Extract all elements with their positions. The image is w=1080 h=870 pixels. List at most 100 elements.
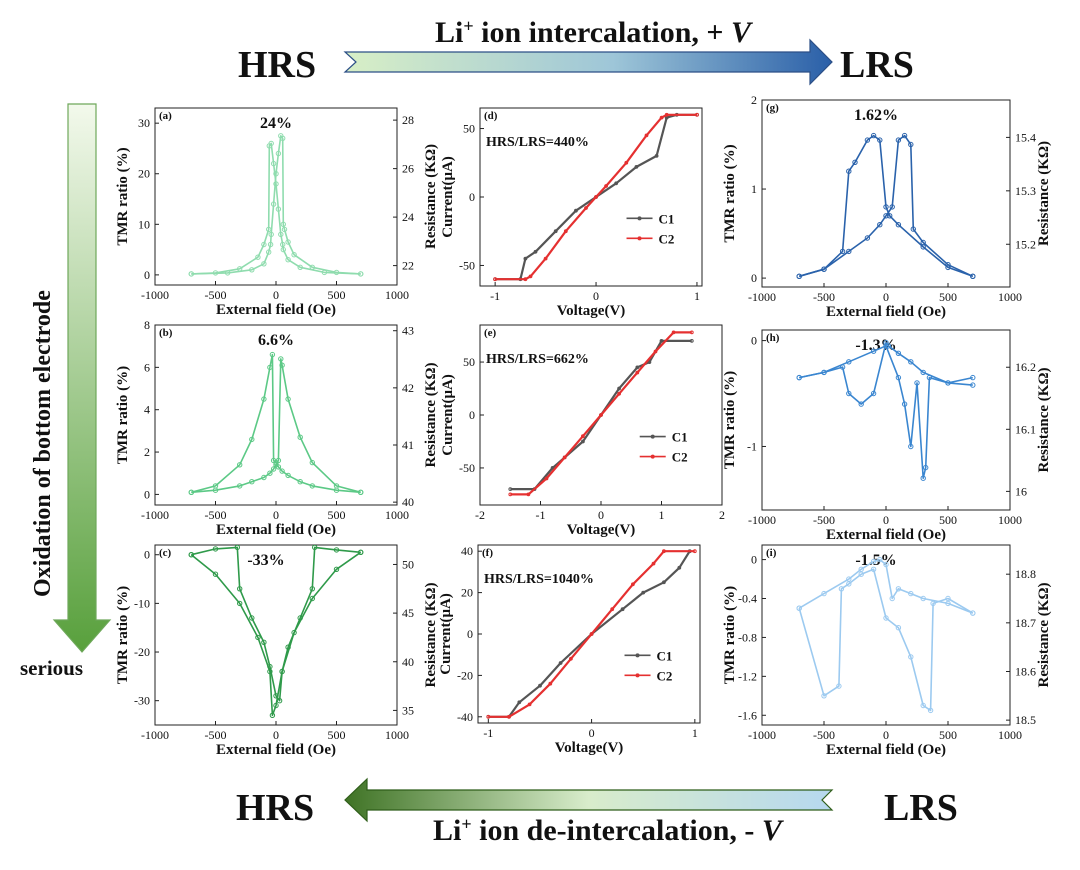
data-point	[188, 489, 195, 495]
series-line-sweep-down	[190, 546, 361, 717]
legend-label: C2	[657, 668, 673, 683]
x-tick-label: 1	[692, 726, 698, 740]
x-axis-label: External field (Oe)	[216, 742, 336, 758]
panel-c: -1000 -500 0 500 1000 0 -10 -20 -30 35 40 45 50 Resis…	[115, 544, 439, 758]
x-tick-label: 2	[719, 508, 725, 522]
data-point	[278, 356, 284, 362]
x-tick-label: -1000	[141, 508, 169, 522]
data-point	[276, 698, 283, 704]
x-axis-label: Voltage(V)	[555, 740, 624, 756]
data-point	[895, 350, 902, 356]
data-point	[255, 634, 261, 641]
y2-axis-label: Resistance (KΩ)	[423, 144, 439, 249]
data-point	[877, 222, 883, 228]
plot-frame	[761, 544, 1011, 726]
x-tick-label: -1000	[141, 288, 169, 302]
x-tick-label: 1000	[385, 288, 409, 302]
data-point	[358, 489, 364, 495]
y-tick-label: -40	[457, 710, 473, 724]
y-axis-label: TMR ratio (%)	[722, 144, 738, 242]
data-point	[267, 364, 273, 371]
data-point	[528, 274, 533, 279]
x-tick-label: 500	[328, 508, 346, 522]
data-point	[558, 661, 563, 665]
data-point	[796, 273, 802, 279]
data-point	[249, 267, 255, 273]
data-point	[291, 252, 297, 258]
data-point	[641, 590, 646, 595]
top-caption-var: V	[731, 16, 754, 49]
x-tick-label: -500	[205, 288, 227, 302]
data-point	[821, 590, 827, 597]
tmr-annotation: -1.3%	[855, 337, 896, 354]
series-line-sweep-up	[798, 134, 974, 278]
data-point	[285, 396, 291, 402]
panel-letter: (i)	[766, 547, 777, 559]
y-tick-label: -1.2	[738, 669, 757, 683]
x-tick-label: 0	[598, 508, 604, 522]
ratio-annotation: HRS/LRS=440%	[486, 135, 589, 150]
y-tick-label: 2	[751, 93, 757, 107]
ratio-annotation: HRS/LRS=662%	[486, 352, 589, 367]
data-point	[970, 382, 976, 388]
data-point	[821, 266, 827, 272]
data-point	[846, 359, 852, 365]
data-point	[544, 476, 549, 481]
data-point	[945, 600, 951, 607]
series-line-sweep-up	[191, 353, 361, 494]
x-tick-label: 0	[273, 288, 279, 302]
data-point	[553, 229, 558, 234]
data-point	[268, 140, 274, 147]
data-point	[508, 487, 513, 492]
bottom-right-state: LRS	[884, 787, 958, 829]
y-tick-label: 0	[144, 548, 150, 562]
top-transition: HRS Li+ ion intercalation, + V LRS	[238, 16, 914, 86]
data-point	[889, 595, 895, 602]
y2-tick-label: 15.2	[1015, 237, 1036, 251]
bottom-transition: HRS Li+ ion de-intercalation, - V LRS	[236, 777, 958, 847]
y-tick-label: 40	[461, 544, 473, 558]
y2-tick-label: 41	[402, 438, 414, 452]
data-point	[620, 607, 625, 612]
chart-grid: -1000 -500 0 500 1000010203022242628Resistan…	[115, 93, 1052, 758]
data-point	[270, 201, 277, 207]
data-point	[858, 571, 864, 577]
series-line-sweep-up	[798, 558, 974, 614]
x-tick-label: -500	[813, 728, 835, 742]
data-point	[507, 714, 511, 719]
data-point	[920, 595, 926, 602]
y-tick-label: -0.4	[738, 592, 757, 606]
y2-tick-label: 15.4	[1015, 130, 1036, 144]
y2-tick-label: 15.3	[1015, 184, 1036, 198]
panel-letter: (b)	[159, 327, 173, 339]
data-point	[333, 487, 340, 493]
x-tick-label: 1000	[385, 728, 409, 742]
data-point	[846, 576, 852, 582]
data-point	[562, 455, 567, 460]
y2-tick-label: 35	[402, 703, 414, 717]
legend-marker	[635, 673, 640, 678]
panel-e: -2 -1 0 1 2 -50 0 50 Voltage(V) Current(μA) (e) HRS…	[440, 324, 725, 538]
data-point	[689, 339, 694, 343]
legend-label: C1	[659, 211, 675, 226]
tmr-annotation: -33%	[247, 552, 284, 569]
side-label: Oxidation of bottom electrode	[30, 290, 56, 597]
panel-letter: (c)	[159, 547, 172, 559]
panel-letter: (e)	[484, 327, 497, 339]
y-tick-label: 10	[138, 217, 150, 231]
x-tick-label: 500	[939, 513, 957, 527]
y2-tick-label: 22	[402, 259, 414, 273]
y-tick-label: -0.8	[738, 630, 757, 644]
data-point	[508, 492, 513, 497]
y2-tick-label: 24	[402, 210, 414, 224]
data-point	[671, 330, 676, 335]
data-point	[653, 349, 658, 354]
bottom-arrow	[344, 777, 834, 823]
data-point	[280, 241, 286, 248]
data-point	[883, 213, 889, 219]
bottom-caption-var: V	[762, 814, 785, 847]
y-tick-label: 0	[751, 553, 757, 567]
data-point	[569, 656, 573, 661]
data-point	[662, 580, 666, 585]
y2-tick-label: 26	[402, 162, 414, 176]
